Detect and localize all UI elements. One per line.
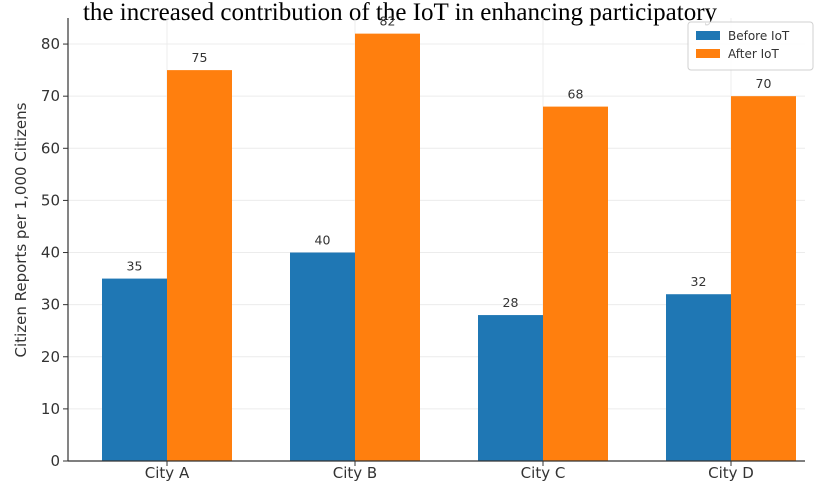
data-label: 28 — [503, 295, 519, 310]
legend-label: Before IoT — [728, 29, 790, 43]
bar-after-iot — [731, 96, 796, 462]
data-label: 75 — [192, 50, 208, 65]
y-tick-label: 40 — [41, 244, 60, 262]
bar-before-iot — [102, 278, 167, 461]
bars — [102, 33, 796, 462]
bar-after-iot — [543, 106, 608, 461]
legend-label: After IoT — [728, 47, 780, 61]
data-label: 82 — [380, 14, 396, 29]
x-tick-label: City B — [333, 464, 377, 481]
x-tick-label: City A — [145, 464, 190, 481]
y-axis-title: Citizen Reports per 1,000 Citizens — [12, 102, 30, 357]
y-tick-label: 30 — [41, 296, 60, 314]
data-label: 70 — [756, 76, 772, 91]
chart-title: the increased contribution of the IoT in… — [83, 0, 718, 26]
y-tick-label: 80 — [41, 35, 60, 53]
x-tick-label: City D — [708, 464, 754, 481]
bar-after-iot — [167, 70, 232, 461]
y-tick-label: 60 — [41, 139, 60, 157]
bar-before-iot — [290, 252, 355, 461]
x-tick-label: City C — [521, 464, 566, 481]
y-tick-label: 0 — [50, 452, 60, 470]
axes: 0 10 20 30 40 50 60 70 80 City A City B City C City … — [41, 18, 805, 481]
data-labels: 35 40 28 32 75 82 68 70 — [127, 14, 772, 310]
bar-before-iot — [478, 315, 543, 461]
y-tick-label: 70 — [41, 87, 60, 105]
bar-after-iot — [355, 33, 420, 462]
data-label: 35 — [127, 259, 143, 274]
data-label: 32 — [691, 274, 707, 289]
y-tick-label: 20 — [41, 348, 60, 366]
data-label: 40 — [315, 233, 331, 248]
y-tick-label: 50 — [41, 191, 60, 209]
data-label: 68 — [568, 87, 584, 102]
bar-before-iot — [666, 294, 731, 461]
legend: Before IoT After IoT — [687, 21, 814, 71]
legend-swatch — [696, 49, 720, 58]
y-tick-label: 10 — [41, 400, 60, 418]
legend-swatch — [696, 31, 720, 40]
